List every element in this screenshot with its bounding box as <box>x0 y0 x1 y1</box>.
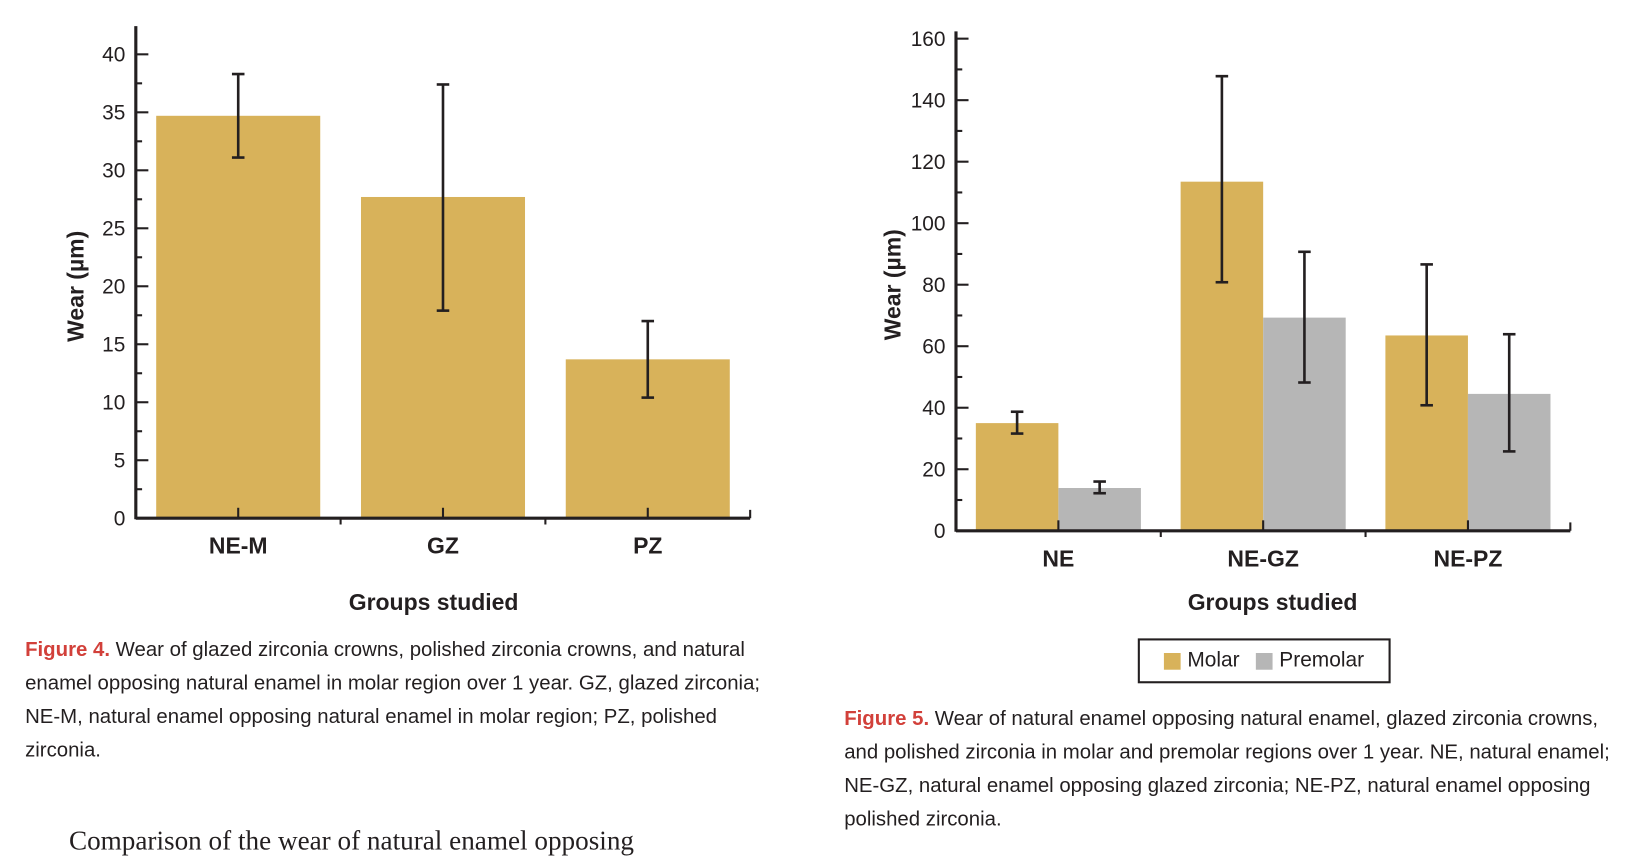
legend-item-molar: Molar <box>1164 648 1240 673</box>
x-axis-label: Groups studied <box>1188 589 1358 615</box>
y-tick-label: 20 <box>922 459 945 482</box>
y-axis-label: Wear (µm) <box>880 229 906 340</box>
x-tick-label: NE <box>1042 545 1074 571</box>
figure-5-label: Figure 5. <box>844 707 930 731</box>
x-tick-label: NE-M <box>209 533 268 559</box>
y-tick-label: 5 <box>114 450 126 473</box>
figure-4-label: Figure 4. <box>25 638 110 662</box>
y-tick-label: 30 <box>102 160 125 183</box>
y-tick-label: 60 <box>922 336 945 359</box>
y-tick-label: 140 <box>911 89 946 112</box>
molar-swatch <box>1164 652 1182 670</box>
y-axis-label: Wear (µm) <box>63 231 89 342</box>
y-tick-label: 25 <box>102 218 125 241</box>
figure-4-chart: NE-M GZ PZ 0 5 10 15 20 25 30 35 40 Wear (µm) Groups … <box>63 26 752 615</box>
x-tick-label: PZ <box>633 533 662 559</box>
y-tick-label: 0 <box>114 508 126 531</box>
y-tick-label: 100 <box>911 213 946 236</box>
x-axis-label: Groups studied <box>349 589 519 615</box>
x-tick-label: GZ <box>427 533 459 559</box>
figure-5-chart: NE NE-GZ NE-PZ 0 20 40 60 80 100 120 140 160 Wear (µ… <box>880 28 1572 615</box>
y-tick-label: 40 <box>102 44 125 67</box>
y-tick-label: 10 <box>102 392 125 415</box>
x-tick-label: NE-PZ <box>1433 545 1502 571</box>
legend-item-premolar: Premolar <box>1256 649 1364 673</box>
y-tick-label: 0 <box>934 520 946 543</box>
figure-5-caption-text: Wear of natural enamel opposing natural … <box>844 707 1610 831</box>
bar-ne-molar <box>975 423 1059 531</box>
figure-5-legend: Molar Premolar <box>1137 638 1391 684</box>
figure-4-caption-text: Wear of glazed zirconia crowns, polished… <box>25 638 761 762</box>
bar-ne-premolar <box>1058 488 1141 531</box>
figure-4-caption: Figure 4. Wear of glazed zirconia crowns… <box>25 633 793 767</box>
x-tick-label: NE-GZ <box>1227 545 1298 571</box>
legend-label: Premolar <box>1279 648 1365 672</box>
legend-label: Molar <box>1187 648 1240 672</box>
y-tick-label: 120 <box>911 151 946 174</box>
y-tick-label: 35 <box>102 102 125 125</box>
y-tick-label: 20 <box>102 276 125 299</box>
y-tick-label: 80 <box>922 274 945 297</box>
y-tick-label: 40 <box>922 397 945 420</box>
y-tick-label: 15 <box>102 334 125 357</box>
premolar-swatch <box>1256 652 1274 670</box>
body-paragraph: Comparison of the wear of natural enamel… <box>68 825 634 856</box>
figure-5-caption: Figure 5. Wear of natural enamel opposin… <box>844 702 1612 836</box>
y-tick-label: 160 <box>911 28 946 51</box>
bar-ne-m-molar <box>156 115 321 519</box>
